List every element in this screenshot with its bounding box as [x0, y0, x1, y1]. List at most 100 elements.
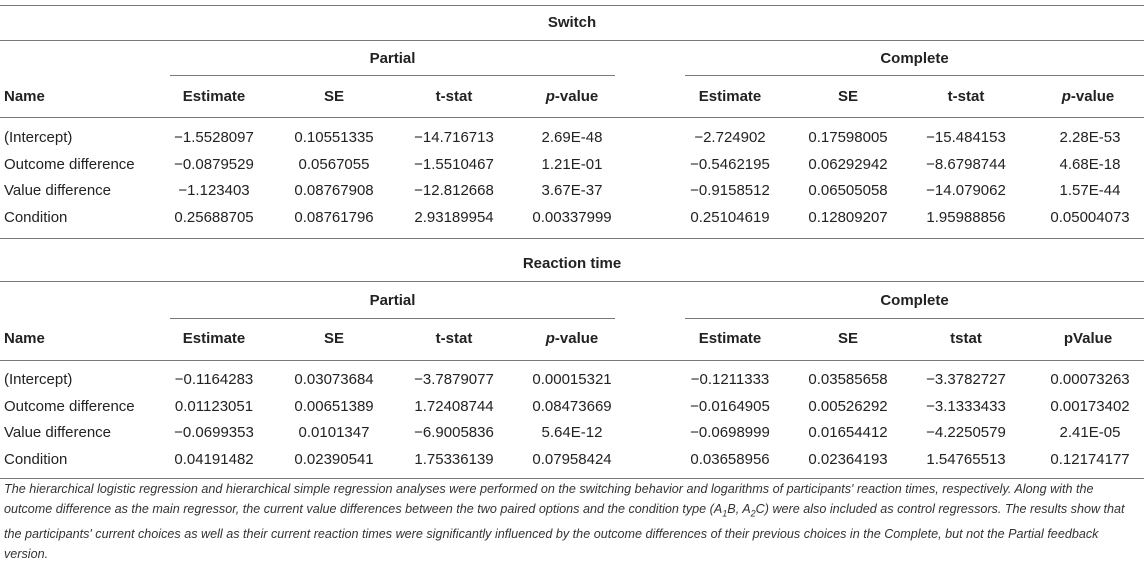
- group-header-partial: Partial: [369, 292, 416, 309]
- tstat-cell: −3.1333433: [926, 397, 1006, 415]
- se-cell: 0.01654412: [808, 424, 888, 441]
- pvalue-cell: 0.08473669: [532, 397, 612, 415]
- se-cell: 0.00651389: [294, 397, 374, 415]
- section-rule: [0, 40, 1144, 41]
- col-header-pvalue: p-value: [545, 88, 599, 105]
- col-header-tstat: tstat: [950, 330, 982, 347]
- se-cell: 0.08761796: [294, 208, 374, 226]
- tstat-cell: −6.9005836: [414, 424, 494, 441]
- col-header-se: SE: [837, 88, 858, 105]
- footnote-subscript: 1: [722, 508, 728, 519]
- se-cell: 0.17598005: [808, 129, 888, 146]
- row-name: Outcome difference: [4, 155, 135, 173]
- tstat-cell: −3.3782727: [926, 371, 1006, 388]
- estimate-cell: −1.123403: [178, 182, 250, 199]
- footnote-text: ) were also included as control regresso…: [4, 502, 1125, 561]
- tstat-cell: −14.079062: [926, 182, 1006, 199]
- section-rule: [0, 238, 1144, 239]
- row-name: (Intercept): [4, 129, 73, 146]
- group-rule-partial: [170, 318, 615, 319]
- estimate-cell: −1.5528097: [174, 129, 254, 146]
- se-cell: 0.02364193: [808, 450, 888, 468]
- col-header-estimate: Estimate: [698, 330, 762, 347]
- estimate-cell: 0.25688705: [174, 208, 254, 226]
- se-cell: 0.03585658: [808, 371, 888, 388]
- pvalue-cell: 0.00173402: [1050, 397, 1130, 415]
- pvalue-cell: 0.00073263: [1050, 371, 1130, 388]
- tstat-cell: −4.2250579: [926, 424, 1006, 441]
- estimate-cell: 0.04191482: [174, 450, 254, 468]
- tstat-cell: −14.716713: [414, 129, 494, 146]
- estimate-cell: −0.0879529: [174, 155, 254, 173]
- estimate-cell: −0.0699353: [174, 424, 254, 441]
- col-header-tstat: t-stat: [947, 88, 985, 105]
- row-name: (Intercept): [4, 371, 73, 388]
- estimate-cell: −0.5462195: [690, 155, 770, 173]
- row-name: Value difference: [4, 182, 112, 199]
- col-header-pvalue: pValue: [1063, 330, 1113, 347]
- tstat-cell: 1.75336139: [414, 450, 494, 468]
- se-cell: 0.02390541: [294, 450, 374, 468]
- group-rule-complete: [685, 75, 1144, 76]
- tstat-cell: −1.5510467: [414, 155, 494, 173]
- col-header-estimate: Estimate: [698, 88, 762, 105]
- tstat-cell: 1.54765513: [926, 450, 1006, 468]
- col-header-name: Name: [4, 330, 45, 347]
- estimate-cell: 0.03658956: [690, 450, 770, 468]
- section-title-reaction-time: Reaction time: [522, 255, 622, 272]
- se-cell: 0.06292942: [808, 155, 888, 173]
- col-header-pvalue: p-value: [1061, 88, 1115, 105]
- estimate-cell: −0.0164905: [690, 397, 770, 415]
- row-name: Outcome difference: [4, 397, 135, 415]
- se-cell: 0.10551335: [294, 129, 374, 146]
- col-header-name: Name: [4, 88, 45, 105]
- footnote-subscript: 2: [750, 508, 756, 519]
- section-title-switch: Switch: [547, 14, 597, 31]
- estimate-cell: −0.0698999: [690, 424, 770, 441]
- col-header-estimate: Estimate: [182, 88, 246, 105]
- estimate-cell: −2.724902: [694, 129, 766, 146]
- pvalue-cell: 3.67E-37: [541, 182, 603, 199]
- table-footnote: The hierarchical logistic regression and…: [4, 479, 1140, 564]
- table-top-rule: [0, 5, 1144, 6]
- col-header-tstat: t-stat: [435, 330, 473, 347]
- se-cell: 0.0101347: [298, 424, 370, 441]
- estimate-cell: −0.1211333: [690, 371, 770, 388]
- col-header-se: SE: [323, 330, 344, 347]
- group-header-partial: Partial: [369, 50, 416, 67]
- row-name: Value difference: [4, 424, 112, 441]
- estimate-cell: −0.1164283: [174, 371, 254, 388]
- se-cell: 0.03073684: [294, 371, 374, 388]
- pvalue-cell: 5.64E-12: [541, 424, 603, 441]
- pvalue-cell: 1.57E-44: [1059, 182, 1121, 199]
- pvalue-cell: 2.41E-05: [1059, 424, 1121, 441]
- footnote-text: The hierarchical logistic regression and…: [4, 482, 1094, 516]
- pvalue-cell: 0.00015321: [532, 371, 612, 388]
- header-rule: [0, 360, 1144, 361]
- tstat-cell: 2.93189954: [414, 208, 494, 226]
- estimate-cell: 0.01123051: [174, 397, 254, 415]
- se-cell: 0.00526292: [808, 397, 888, 415]
- estimate-cell: −0.9158512: [690, 182, 770, 199]
- pvalue-cell: 2.69E-48: [541, 129, 603, 146]
- pvalue-cell: 2.28E-53: [1059, 129, 1121, 146]
- estimate-cell: 0.25104619: [690, 208, 770, 226]
- pvalue-cell: 0.00337999: [532, 208, 612, 226]
- group-rule-partial: [170, 75, 615, 76]
- pvalue-cell: 0.12174177: [1050, 450, 1130, 468]
- header-rule: [0, 117, 1144, 118]
- group-rule-complete: [685, 318, 1144, 319]
- col-header-estimate: Estimate: [182, 330, 246, 347]
- se-cell: 0.08767908: [294, 182, 374, 199]
- group-header-complete: Complete: [880, 50, 949, 67]
- footnote-condition-a: A: [713, 502, 723, 516]
- section-rule: [0, 281, 1144, 282]
- tstat-cell: 1.95988856: [926, 208, 1006, 226]
- col-header-se: SE: [837, 330, 858, 347]
- tstat-cell: −15.484153: [926, 129, 1006, 146]
- tstat-cell: −12.812668: [414, 182, 494, 199]
- pvalue-cell: 4.68E-18: [1059, 155, 1121, 173]
- se-cell: 0.12809207: [808, 208, 888, 226]
- group-header-complete: Complete: [880, 292, 949, 309]
